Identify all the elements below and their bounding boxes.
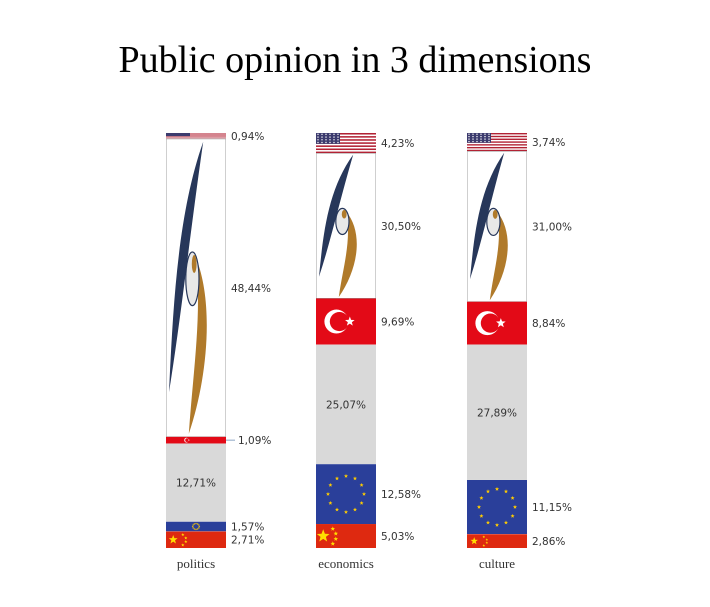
bar-segment-china-politics — [166, 531, 226, 548]
bar-segment-eu-politics — [166, 521, 226, 532]
category-label-politics: politics — [177, 556, 215, 571]
data-label-eurasian-union-culture: 31,00% — [532, 221, 572, 233]
bar-segment-neutral-politics — [166, 443, 226, 522]
bar-segment-eu-economics — [316, 464, 376, 525]
bar-segment-china-culture — [467, 534, 527, 548]
bar-segment-turkey-politics — [166, 436, 226, 444]
bar-segment-eurasian-union-culture — [467, 151, 527, 302]
data-label-neutral-economics: 25,07% — [326, 399, 366, 411]
bar-segment-usa-economics — [316, 133, 376, 154]
chart-title: Public opinion in 3 dimensions — [118, 39, 592, 81]
data-label-eu-economics: 12,58% — [381, 489, 421, 501]
data-label-usa-culture: 3,74% — [532, 137, 565, 149]
data-label-eurasian-union-politics: 48,44% — [231, 283, 271, 295]
data-label-china-politics: 2,71% — [231, 535, 264, 547]
bar-segment-eurasian-union-politics — [166, 138, 226, 437]
data-label-china-culture: 2,86% — [532, 536, 565, 548]
bar-segment-china-economics — [316, 524, 376, 548]
bar-segment-eurasian-union-economics — [316, 153, 376, 299]
data-label-usa-politics: 0,94% — [231, 131, 264, 143]
bar-segment-neutral-economics — [316, 344, 376, 465]
bar-segment-usa-politics — [166, 133, 226, 139]
data-label-neutral-culture: 27,89% — [477, 407, 517, 419]
data-label-eu-politics: 1,57% — [231, 521, 264, 533]
category-label-economics: economics — [318, 556, 374, 571]
bar-segment-usa-culture — [467, 133, 527, 152]
bar-segment-turkey-culture — [467, 301, 527, 345]
data-label-eurasian-union-economics: 30,50% — [381, 221, 421, 233]
data-label-turkey-politics: 1,09% — [238, 435, 271, 447]
data-label-turkey-culture: 8,84% — [532, 318, 565, 330]
bar-segment-turkey-economics — [316, 298, 376, 345]
data-label-neutral-politics: 12,71% — [176, 478, 216, 490]
category-label-culture: culture — [479, 556, 515, 571]
data-label-usa-economics: 4,23% — [381, 138, 414, 150]
data-label-eu-culture: 11,15% — [532, 502, 572, 514]
bar-segment-eu-culture — [467, 479, 527, 535]
data-label-china-economics: 5,03% — [381, 531, 414, 543]
bar-segment-neutral-culture — [467, 344, 527, 480]
data-label-turkey-economics: 9,69% — [381, 317, 414, 329]
